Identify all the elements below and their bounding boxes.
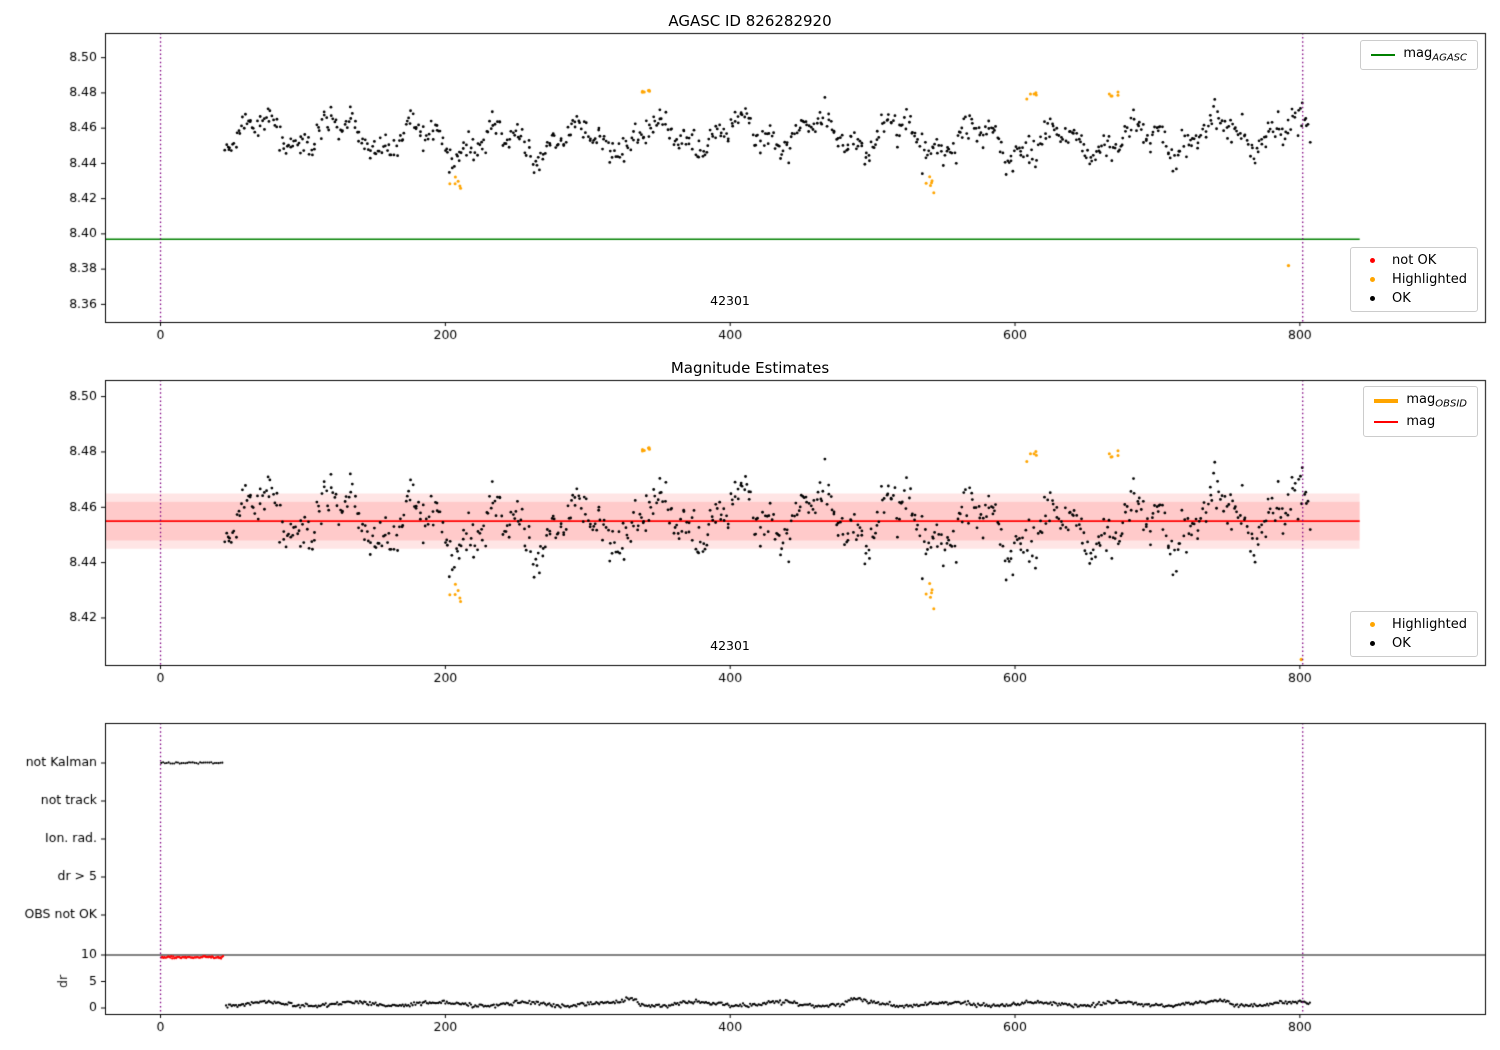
legend-mag-agasc: magAGASC — [1360, 40, 1478, 70]
legend-item-mag-obsid: magOBSID — [1374, 392, 1467, 410]
chart1-obsid-annotation: 42301 — [710, 293, 750, 308]
legend-chart2-markers: Highlighted OK — [1350, 611, 1478, 657]
legend-label: Highlighted — [1392, 272, 1467, 287]
legend-item-highlighted: Highlighted — [1361, 617, 1467, 632]
legend-dot — [1370, 622, 1376, 627]
legend-label: magOBSID — [1406, 392, 1467, 410]
legend-dot — [1370, 296, 1376, 301]
chart2-obsid-annotation: 42301 — [710, 638, 750, 653]
legend-label: magAGASC — [1403, 46, 1467, 64]
legend-item-mag: mag — [1374, 414, 1467, 432]
legend-item-ok: OK — [1361, 636, 1467, 651]
legend-label: mag — [1406, 413, 1436, 429]
legend-item-not-ok: not OK — [1361, 253, 1467, 268]
legend-line-swatch — [1371, 53, 1396, 56]
legend-item-mag-agasc: magAGASC — [1371, 46, 1467, 64]
chart2-title: Magnitude Estimates — [670, 359, 830, 377]
legend-label: OK — [1392, 636, 1411, 651]
legend-chart1-markers: not OK Highlighted OK — [1350, 247, 1478, 312]
legend-label: not OK — [1392, 253, 1437, 268]
legend-dot — [1370, 277, 1376, 282]
legend-item-highlighted: Highlighted — [1361, 272, 1467, 287]
legend-dot — [1370, 258, 1376, 263]
legend-dot — [1370, 641, 1376, 646]
legend-label: OK — [1392, 291, 1411, 306]
legend-item-ok: OK — [1361, 291, 1467, 306]
legend-line-swatch — [1374, 421, 1399, 424]
chart1-title: AGASC ID 826282920 — [668, 12, 832, 30]
legend-line-swatch — [1374, 398, 1399, 403]
legend-label: Highlighted — [1392, 617, 1467, 632]
legend-mag-obsid: magOBSID mag — [1363, 386, 1478, 438]
